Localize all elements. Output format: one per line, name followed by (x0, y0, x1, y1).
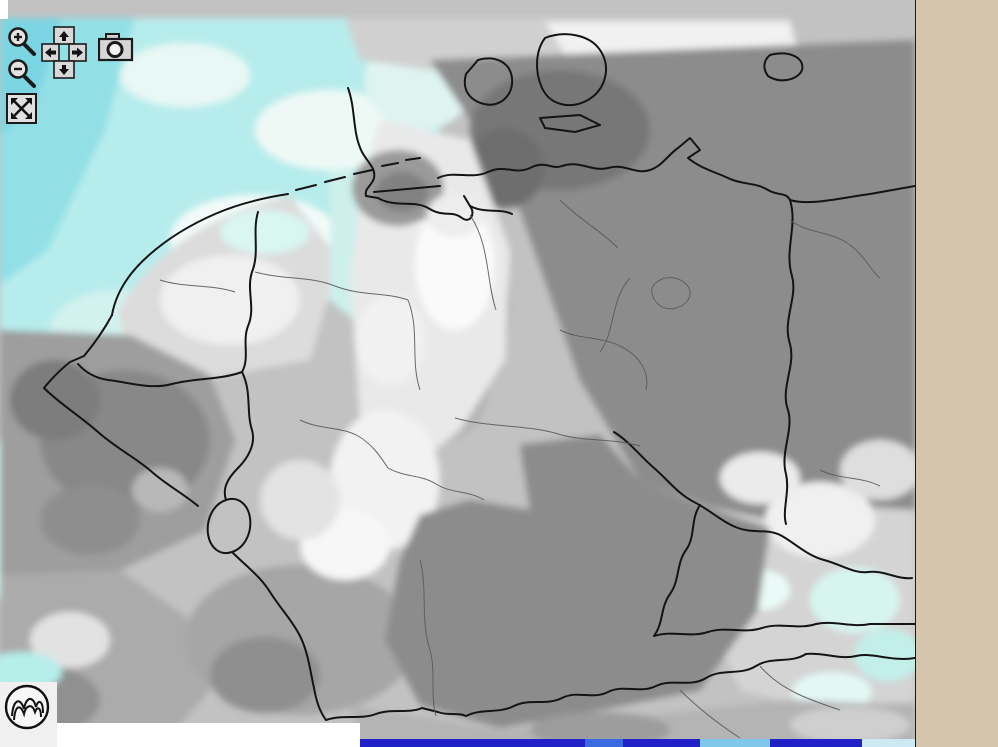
fullscreen-button[interactable] (6, 93, 37, 124)
map-surface[interactable] (0, 0, 915, 747)
zoom-out-icon (8, 59, 36, 88)
snapshot-button[interactable] (98, 32, 134, 62)
camera-icon (98, 33, 134, 62)
cloud-cover-legend (916, 0, 998, 747)
zoom-in-icon (8, 27, 36, 56)
metmaps-logo (0, 682, 57, 747)
pan-left-button[interactable] (41, 43, 60, 62)
legend-panel (915, 0, 998, 747)
pan-control (41, 26, 87, 79)
pan-up-button[interactable] (53, 26, 75, 45)
bottom-water-strip (357, 739, 915, 747)
pan-down-button[interactable] (53, 60, 75, 79)
zoom-in-button[interactable] (5, 25, 37, 57)
zoom-out-button[interactable] (5, 57, 37, 89)
pan-right-button[interactable] (68, 43, 87, 62)
fullscreen-icon (6, 93, 37, 124)
copyright-bar[interactable] (57, 723, 360, 747)
weather-map (0, 18, 915, 747)
map-title (0, 0, 8, 19)
